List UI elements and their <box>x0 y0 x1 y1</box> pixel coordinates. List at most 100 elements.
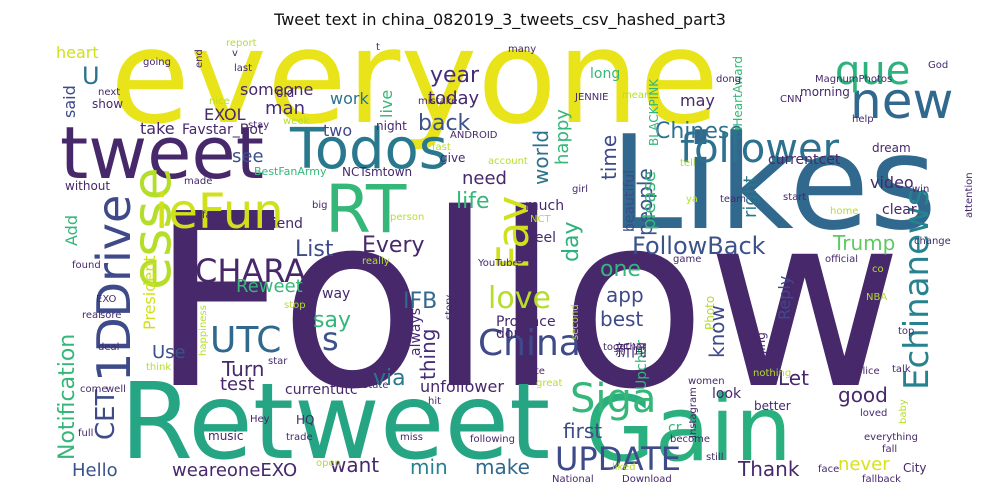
cloud-word: trade <box>286 432 313 443</box>
cloud-word: go <box>515 245 535 264</box>
cloud-word: happiness <box>198 305 209 356</box>
cloud-word: start <box>783 192 806 203</box>
cloud-word: President <box>140 255 159 330</box>
cloud-word: God <box>928 60 948 71</box>
cloud-word: IFB <box>403 289 437 314</box>
cloud-word: want <box>330 453 379 477</box>
cloud-word: Add <box>62 215 81 246</box>
cloud-word: U <box>82 62 100 90</box>
cloud-word: China <box>478 323 581 364</box>
cloud-word: man <box>265 98 305 119</box>
cloud-word: account <box>488 156 528 167</box>
cloud-word: mistake <box>418 96 457 107</box>
cloud-word: NCT <box>530 214 551 225</box>
cloud-word: State <box>362 380 388 391</box>
cloud-word: feel <box>530 230 556 246</box>
cloud-word: become <box>670 434 710 445</box>
cloud-word: nice <box>209 96 230 107</box>
cloud-word: National <box>552 474 594 485</box>
cloud-word: fast <box>432 142 451 153</box>
cloud-word: heart <box>56 43 99 62</box>
cloud-word: say <box>313 308 351 333</box>
cloud-word: one <box>600 257 641 282</box>
cloud-word: look <box>712 386 742 402</box>
cloud-word: found <box>72 260 101 271</box>
cloud-word: EXO <box>96 294 117 305</box>
cloud-word: second <box>570 304 581 340</box>
cloud-word: que <box>835 48 910 94</box>
cloud-word: video <box>870 173 914 192</box>
cloud-word: said <box>60 85 79 118</box>
cloud-word: BestFanArmy <box>254 165 327 178</box>
cloud-word: iHeartAward <box>731 56 745 130</box>
cloud-word: currentcet <box>768 152 841 168</box>
cloud-word: Fav <box>488 196 539 270</box>
cloud-word: co <box>872 264 884 275</box>
cloud-word: Instagram <box>688 387 699 438</box>
cloud-word: tell <box>680 158 696 169</box>
cloud-word: people <box>633 168 657 236</box>
cloud-word: thing <box>416 329 440 380</box>
cloud-word: see <box>232 146 264 167</box>
cloud-word: Likes <box>610 107 937 259</box>
cloud-word: Chinese <box>655 119 743 144</box>
cloud-word: open <box>316 458 341 469</box>
cloud-word: really <box>362 256 390 267</box>
cloud-word: deal <box>98 342 119 353</box>
cloud-word: friend <box>262 216 303 232</box>
cloud-word: star <box>268 356 288 367</box>
cloud-word: story <box>444 295 455 320</box>
cloud-word: find <box>659 272 678 283</box>
cloud-word: dream <box>872 141 911 155</box>
cloud-word: night <box>376 119 407 133</box>
cloud-word: going <box>143 57 171 68</box>
cloud-word: please <box>639 171 660 230</box>
cloud-word: life <box>456 189 490 214</box>
cloud-word: great <box>536 378 563 389</box>
cloud-word: help <box>852 114 874 125</box>
cloud-word: v <box>232 48 238 59</box>
cloud-word: Trump <box>832 231 895 255</box>
cloud-word: Beijing <box>754 332 768 373</box>
cloud-word: currentutc <box>285 382 358 398</box>
cloud-word: min <box>410 455 448 479</box>
cloud-word: RT <box>325 171 407 248</box>
cloud-word: baby <box>898 399 909 424</box>
cloud-word: s <box>322 320 339 358</box>
cloud-word: make <box>475 455 530 479</box>
cloud-word: women <box>688 376 725 387</box>
cloud-word: miss <box>400 432 423 443</box>
cloud-word: morning <box>800 85 850 99</box>
cloud-word: fall <box>882 444 897 455</box>
cloud-word: follower <box>680 126 840 172</box>
cloud-word: Hello <box>72 460 118 481</box>
cloud-word: time <box>597 135 621 180</box>
cloud-word: well <box>106 384 126 395</box>
cloud-word: Download <box>622 474 672 485</box>
cloud-word: live <box>377 90 396 118</box>
cloud-word: never <box>838 454 890 475</box>
cloud-word: team <box>720 194 746 205</box>
cloud-word: come <box>80 384 108 395</box>
cloud-word: Retweet <box>120 361 550 483</box>
cloud-word: report <box>226 38 257 49</box>
cloud-word: many <box>508 44 536 55</box>
cloud-word: nothing <box>753 368 791 379</box>
cloud-word: need <box>462 168 507 189</box>
cloud-word: HQ <box>296 413 314 427</box>
cloud-word: Siga <box>570 376 656 422</box>
cloud-word: FollowBack <box>632 232 766 260</box>
cloud-word: music <box>208 429 243 443</box>
cloud-word: NCTsmtown <box>342 165 412 179</box>
cloud-word: app <box>606 283 644 307</box>
cloud-word: official <box>825 254 858 265</box>
cloud-word: still <box>706 452 723 463</box>
cloud-word: test <box>220 374 255 395</box>
cloud-word: Every <box>362 233 425 258</box>
cloud-word: give <box>440 151 465 165</box>
cloud-word: beautiful <box>622 170 638 232</box>
cloud-word: fallback <box>862 474 901 485</box>
cloud-word: person <box>390 212 424 223</box>
cloud-word: work <box>330 89 369 108</box>
